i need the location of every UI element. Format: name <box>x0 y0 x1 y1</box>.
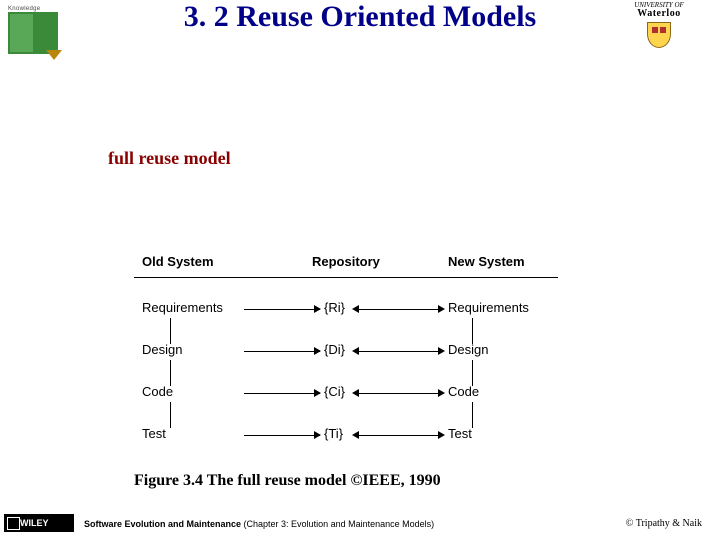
arrow-old-to-repo <box>244 435 320 436</box>
arrow-old-to-repo <box>244 309 320 310</box>
arrowhead-right-icon <box>314 347 321 355</box>
arrow-repo-new <box>356 393 442 394</box>
arrowhead-right-icon <box>314 389 321 397</box>
cell-old: Requirements <box>142 300 223 315</box>
cell-new: Design <box>448 342 488 357</box>
slide-subtitle: full reuse model <box>108 148 231 169</box>
figure-body: Requirements{Ri}RequirementsDesign{Di}De… <box>134 278 558 466</box>
wiley-logo: WILEY <box>4 514 74 532</box>
arrowhead-right-icon <box>438 347 445 355</box>
arrow-repo-new <box>356 435 442 436</box>
cell-repo: {Ti} <box>324 426 343 441</box>
vconn-old <box>170 360 171 386</box>
slide-page: Knowledge UNIVERSITY OF Waterloo 3. 2 Re… <box>0 0 720 540</box>
footer-book-title: Software Evolution and Maintenance <box>84 519 241 529</box>
reuse-model-figure: Old System Repository New System Require… <box>134 248 558 466</box>
cell-old: Code <box>142 384 173 399</box>
cell-repo: {Di} <box>324 342 345 357</box>
arrowhead-right-icon <box>314 431 321 439</box>
vconn-new <box>472 402 473 428</box>
arrow-old-to-repo <box>244 351 320 352</box>
figure-caption: Figure 3.4 The full reuse model ©IEEE, 1… <box>134 472 441 490</box>
col-header-old: Old System <box>142 254 214 269</box>
footer-book-chapter: (Chapter 3: Evolution and Maintenance Mo… <box>241 519 434 529</box>
col-header-new: New System <box>448 254 525 269</box>
footer-copyright: © Tripathy & Naik <box>626 518 702 529</box>
slide-title: 3. 2 Reuse Oriented Models <box>0 0 720 34</box>
arrow-repo-new <box>356 309 442 310</box>
vconn-old <box>170 402 171 428</box>
cell-repo: {Ci} <box>324 384 345 399</box>
arrowhead-right-icon <box>438 305 445 313</box>
arrow-old-to-repo <box>244 393 320 394</box>
arrowhead-left-icon <box>352 347 359 355</box>
figure-header-row: Old System Repository New System <box>134 248 558 278</box>
figure-row: Requirements {Ri} Requirements <box>134 300 558 320</box>
arrowhead-left-icon <box>352 305 359 313</box>
cell-old: Design <box>142 342 182 357</box>
arrowhead-right-icon <box>314 305 321 313</box>
vconn-old <box>170 318 171 344</box>
cell-new: Code <box>448 384 479 399</box>
vconn-new <box>472 318 473 344</box>
cell-repo: {Ri} <box>324 300 345 315</box>
arrowhead-left-icon <box>352 431 359 439</box>
figure-row: Test {Ti} Test <box>134 426 558 446</box>
footer-book: Software Evolution and Maintenance (Chap… <box>84 519 434 529</box>
cell-new: Test <box>448 426 472 441</box>
arrowhead-right-icon <box>438 389 445 397</box>
figure-row: Design {Di} Design <box>134 342 558 362</box>
arrowhead-left-icon <box>352 389 359 397</box>
arrow-repo-new <box>356 351 442 352</box>
footer: WILEY Software Evolution and Maintenance… <box>0 508 720 536</box>
vconn-new <box>472 360 473 386</box>
col-header-repo: Repository <box>312 254 380 269</box>
figure-row: Code {Ci} Code <box>134 384 558 404</box>
cell-new: Requirements <box>448 300 529 315</box>
cell-old: Test <box>142 426 166 441</box>
arrowhead-right-icon <box>438 431 445 439</box>
knowledge-logo-arrow-icon <box>46 50 62 60</box>
